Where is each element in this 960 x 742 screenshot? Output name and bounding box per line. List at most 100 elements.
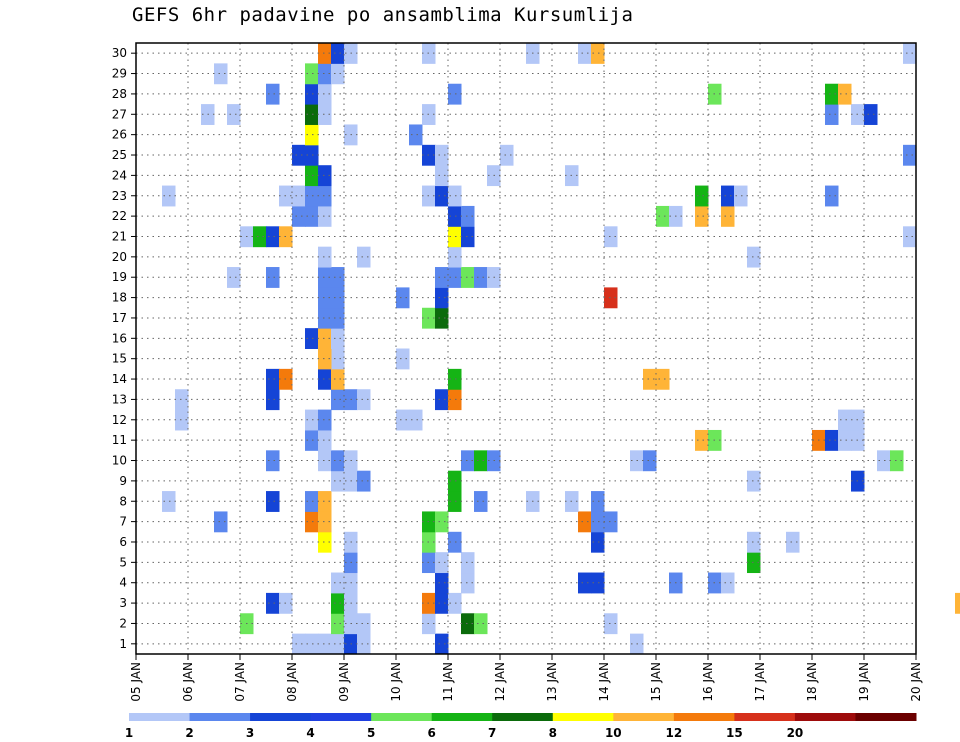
y-tick-label: 5 (119, 555, 127, 569)
heatmap-cell (903, 43, 917, 64)
heatmap-cell (331, 43, 345, 64)
x-tick-label: 06 JAN (181, 662, 195, 702)
heatmap-cells (162, 43, 960, 655)
heatmap-cell (721, 185, 735, 207)
legend-label: 2 (185, 726, 193, 740)
legend-label: 7 (488, 726, 496, 740)
legend-color-swatch (431, 713, 493, 721)
grid-lines (136, 43, 916, 654)
legend-color-swatch (794, 713, 856, 721)
heatmap-cell (448, 226, 462, 248)
legend-color-swatch (552, 713, 614, 721)
heatmap-cell (578, 511, 592, 533)
heatmap-cell (266, 226, 280, 248)
y-axis: 1234567891011121314151617181920212223242… (112, 46, 136, 651)
heatmap-cell (591, 531, 605, 553)
heatmap-cell (292, 205, 306, 227)
heatmap-cell (591, 491, 605, 512)
heatmap-cell (604, 226, 618, 248)
x-tick-label: 16 JAN (701, 662, 715, 702)
heatmap-cell (318, 429, 332, 451)
heatmap-cell (318, 267, 332, 288)
heatmap-cell (435, 307, 449, 329)
heatmap-cell (448, 389, 462, 411)
heatmap-cell (227, 267, 241, 288)
y-tick-label: 27 (112, 107, 127, 121)
y-tick-label: 1 (119, 637, 127, 651)
heatmap-cell (305, 144, 319, 166)
heatmap-cell (214, 511, 228, 533)
heatmap-cell (175, 409, 189, 431)
heatmap-cell (305, 633, 319, 655)
heatmap-cell (318, 368, 332, 390)
heatmap-cell (448, 83, 462, 105)
heatmap-cell (331, 63, 345, 85)
heatmap-cell (448, 531, 462, 553)
y-tick-label: 2 (119, 616, 127, 630)
heatmap-cell (643, 368, 657, 390)
y-tick-label: 6 (119, 535, 127, 549)
x-tick-label: 10 JAN (389, 662, 403, 702)
heatmap-cell (409, 124, 423, 146)
heatmap-cell (721, 572, 735, 594)
heatmap-cell (331, 450, 345, 472)
heatmap-cell (448, 205, 462, 227)
heatmap-cell (435, 511, 449, 533)
heatmap-cell (162, 491, 176, 512)
heatmap-cell (292, 185, 306, 207)
heatmap-cell (305, 328, 319, 349)
y-tick-label: 15 (112, 352, 127, 366)
heatmap-cell (435, 144, 449, 166)
heatmap-cell (461, 572, 475, 594)
heatmap-cell (227, 104, 241, 125)
y-tick-label: 29 (112, 67, 127, 81)
heatmap-cell (461, 450, 475, 472)
heatmap-cell (734, 185, 748, 207)
heatmap-cell (890, 450, 904, 472)
heatmap-cell (318, 328, 332, 349)
heatmap-cell (448, 368, 462, 390)
heatmap-cell (292, 633, 306, 655)
heatmap-cell (435, 267, 449, 288)
heatmap-cell (357, 246, 371, 268)
x-tick-label: 11 JAN (441, 662, 455, 702)
heatmap-cell (695, 205, 709, 227)
heatmap-cell (331, 348, 345, 370)
heatmap-cell (331, 287, 345, 309)
legend-label: 12 (665, 726, 682, 740)
heatmap-cell (747, 531, 761, 553)
heatmap-cell (448, 185, 462, 207)
heatmap-cell (318, 287, 332, 309)
heatmap-cell (747, 470, 761, 492)
heatmap-cell (305, 83, 319, 105)
heatmap-cell (266, 368, 280, 390)
heatmap-cell (396, 287, 410, 309)
heatmap-cell (357, 633, 371, 655)
heatmap-cell (253, 226, 267, 248)
y-tick-label: 10 (112, 454, 127, 468)
heatmap-cell (578, 572, 592, 594)
heatmap-cell (331, 267, 345, 288)
heatmap-cell (331, 470, 345, 492)
heatmap-cell (435, 572, 449, 594)
y-tick-label: 9 (119, 474, 127, 488)
legend-color-swatch (129, 713, 191, 721)
heatmap-cell (435, 592, 449, 614)
heatmap-cell (877, 450, 891, 472)
heatmap-cell (955, 592, 960, 614)
heatmap-cell (331, 328, 345, 349)
heatmap-cell (461, 205, 475, 227)
legend-label: 3 (246, 726, 254, 740)
y-tick-label: 8 (119, 494, 127, 508)
legend-label: 8 (549, 726, 557, 740)
heatmap-cell (318, 531, 332, 553)
legend-color-swatch (492, 713, 554, 721)
y-tick-label: 17 (112, 311, 127, 325)
heatmap-cell (357, 389, 371, 411)
heatmap-cell (838, 83, 852, 105)
heatmap-cell (864, 104, 878, 125)
heatmap-cell (305, 511, 319, 533)
legend-color-swatch (734, 713, 796, 721)
heatmap-cell (435, 633, 449, 655)
heatmap-cell (305, 104, 319, 125)
